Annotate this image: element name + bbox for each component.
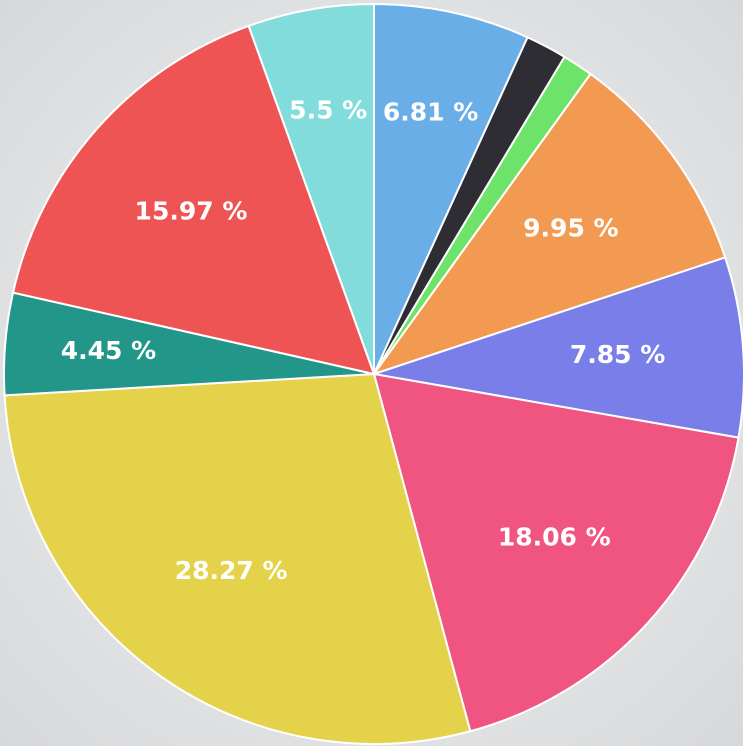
slice-label: 5.5 % [289,96,367,125]
slice-label: 9.95 % [523,214,618,243]
slice-label: 4.45 % [61,336,156,365]
pie-slice [373,2,529,375]
slice-label: 7.85 % [570,340,665,369]
slice-label: 6.81 % [383,98,478,127]
pie-slice [371,72,727,376]
pie-slice [247,2,375,375]
pie-slice [11,24,376,376]
slice-label: 28.27 % [175,556,288,585]
pie-slice [372,372,740,733]
pie-slice [3,372,472,745]
slice-label: 15.97 % [135,196,248,225]
slice-label: 18.06 % [498,523,611,552]
